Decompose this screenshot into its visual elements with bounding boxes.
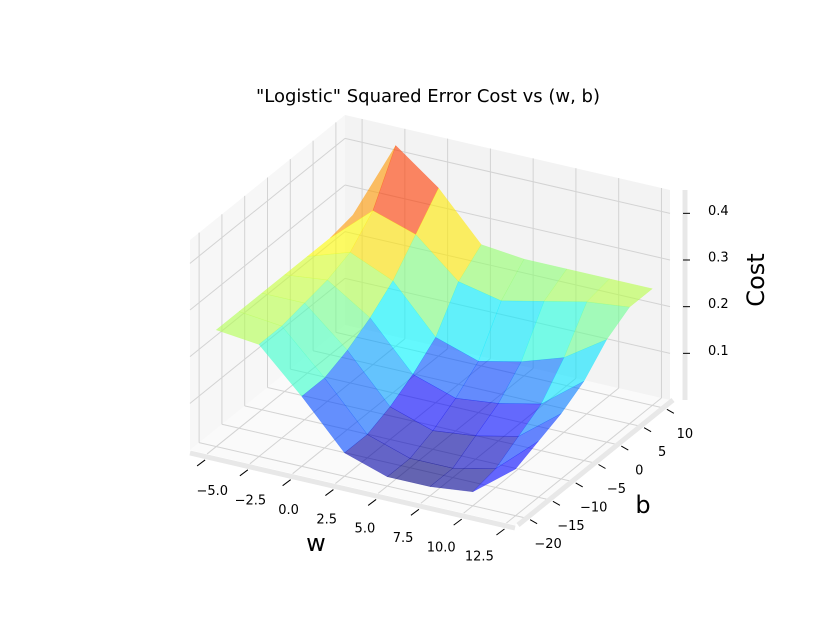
x-tick bbox=[239, 469, 249, 477]
z-tick-label: 0.1 bbox=[708, 344, 729, 359]
x-axis-line bbox=[189, 450, 516, 531]
x-tick bbox=[453, 518, 462, 526]
grid-line bbox=[189, 184, 346, 311]
y-tick bbox=[575, 482, 583, 488]
x-tick-label: 12.5 bbox=[465, 550, 494, 565]
surface-cell bbox=[563, 301, 630, 359]
y-tick-label: −5 bbox=[607, 482, 626, 497]
surface-cell bbox=[472, 441, 539, 493]
x-tick-label: 0.0 bbox=[278, 503, 299, 518]
z-tick-label: 0.2 bbox=[708, 297, 729, 312]
x-tick bbox=[496, 528, 505, 536]
x-tick bbox=[282, 479, 291, 487]
x-axis-label: w bbox=[306, 529, 326, 557]
y-tick bbox=[621, 445, 629, 451]
x-tick-label: 10.0 bbox=[427, 540, 456, 555]
y-tick-label: 10 bbox=[677, 427, 694, 442]
x-tick-label: 2.5 bbox=[316, 512, 337, 527]
grid-line bbox=[199, 442, 525, 519]
y-tick-label: −15 bbox=[557, 519, 584, 534]
chart-title: "Logistic" Squared Error Cost vs (w, b) bbox=[256, 86, 600, 107]
x-tick-label: 7.5 bbox=[393, 531, 414, 546]
y-tick bbox=[666, 408, 675, 414]
y-tick bbox=[529, 519, 538, 525]
x-tick bbox=[196, 459, 206, 467]
surface-cell bbox=[495, 413, 562, 469]
x-tick bbox=[410, 508, 420, 516]
z-tick-label: 0.3 bbox=[708, 251, 729, 266]
y-tick bbox=[552, 500, 561, 506]
z-axis-label: Cost bbox=[742, 253, 770, 306]
x-tick bbox=[367, 499, 377, 506]
y-tick-label: −10 bbox=[580, 500, 607, 515]
y-tick-label: 5 bbox=[658, 445, 666, 460]
grid-line bbox=[189, 137, 346, 264]
x-tick-label: −2.5 bbox=[235, 494, 267, 509]
x-tick-label: 5.0 bbox=[355, 522, 376, 537]
x-tick-label: −5.0 bbox=[196, 484, 228, 499]
x-tick bbox=[325, 489, 334, 496]
y-tick-label: −20 bbox=[534, 537, 561, 552]
y-tick bbox=[643, 427, 652, 433]
y-tick bbox=[598, 464, 606, 469]
y-tick-label: 0 bbox=[635, 464, 643, 479]
y-axis-line bbox=[516, 398, 675, 527]
y-axis-label: b bbox=[635, 491, 650, 519]
z-tick-label: 0.4 bbox=[708, 204, 729, 219]
